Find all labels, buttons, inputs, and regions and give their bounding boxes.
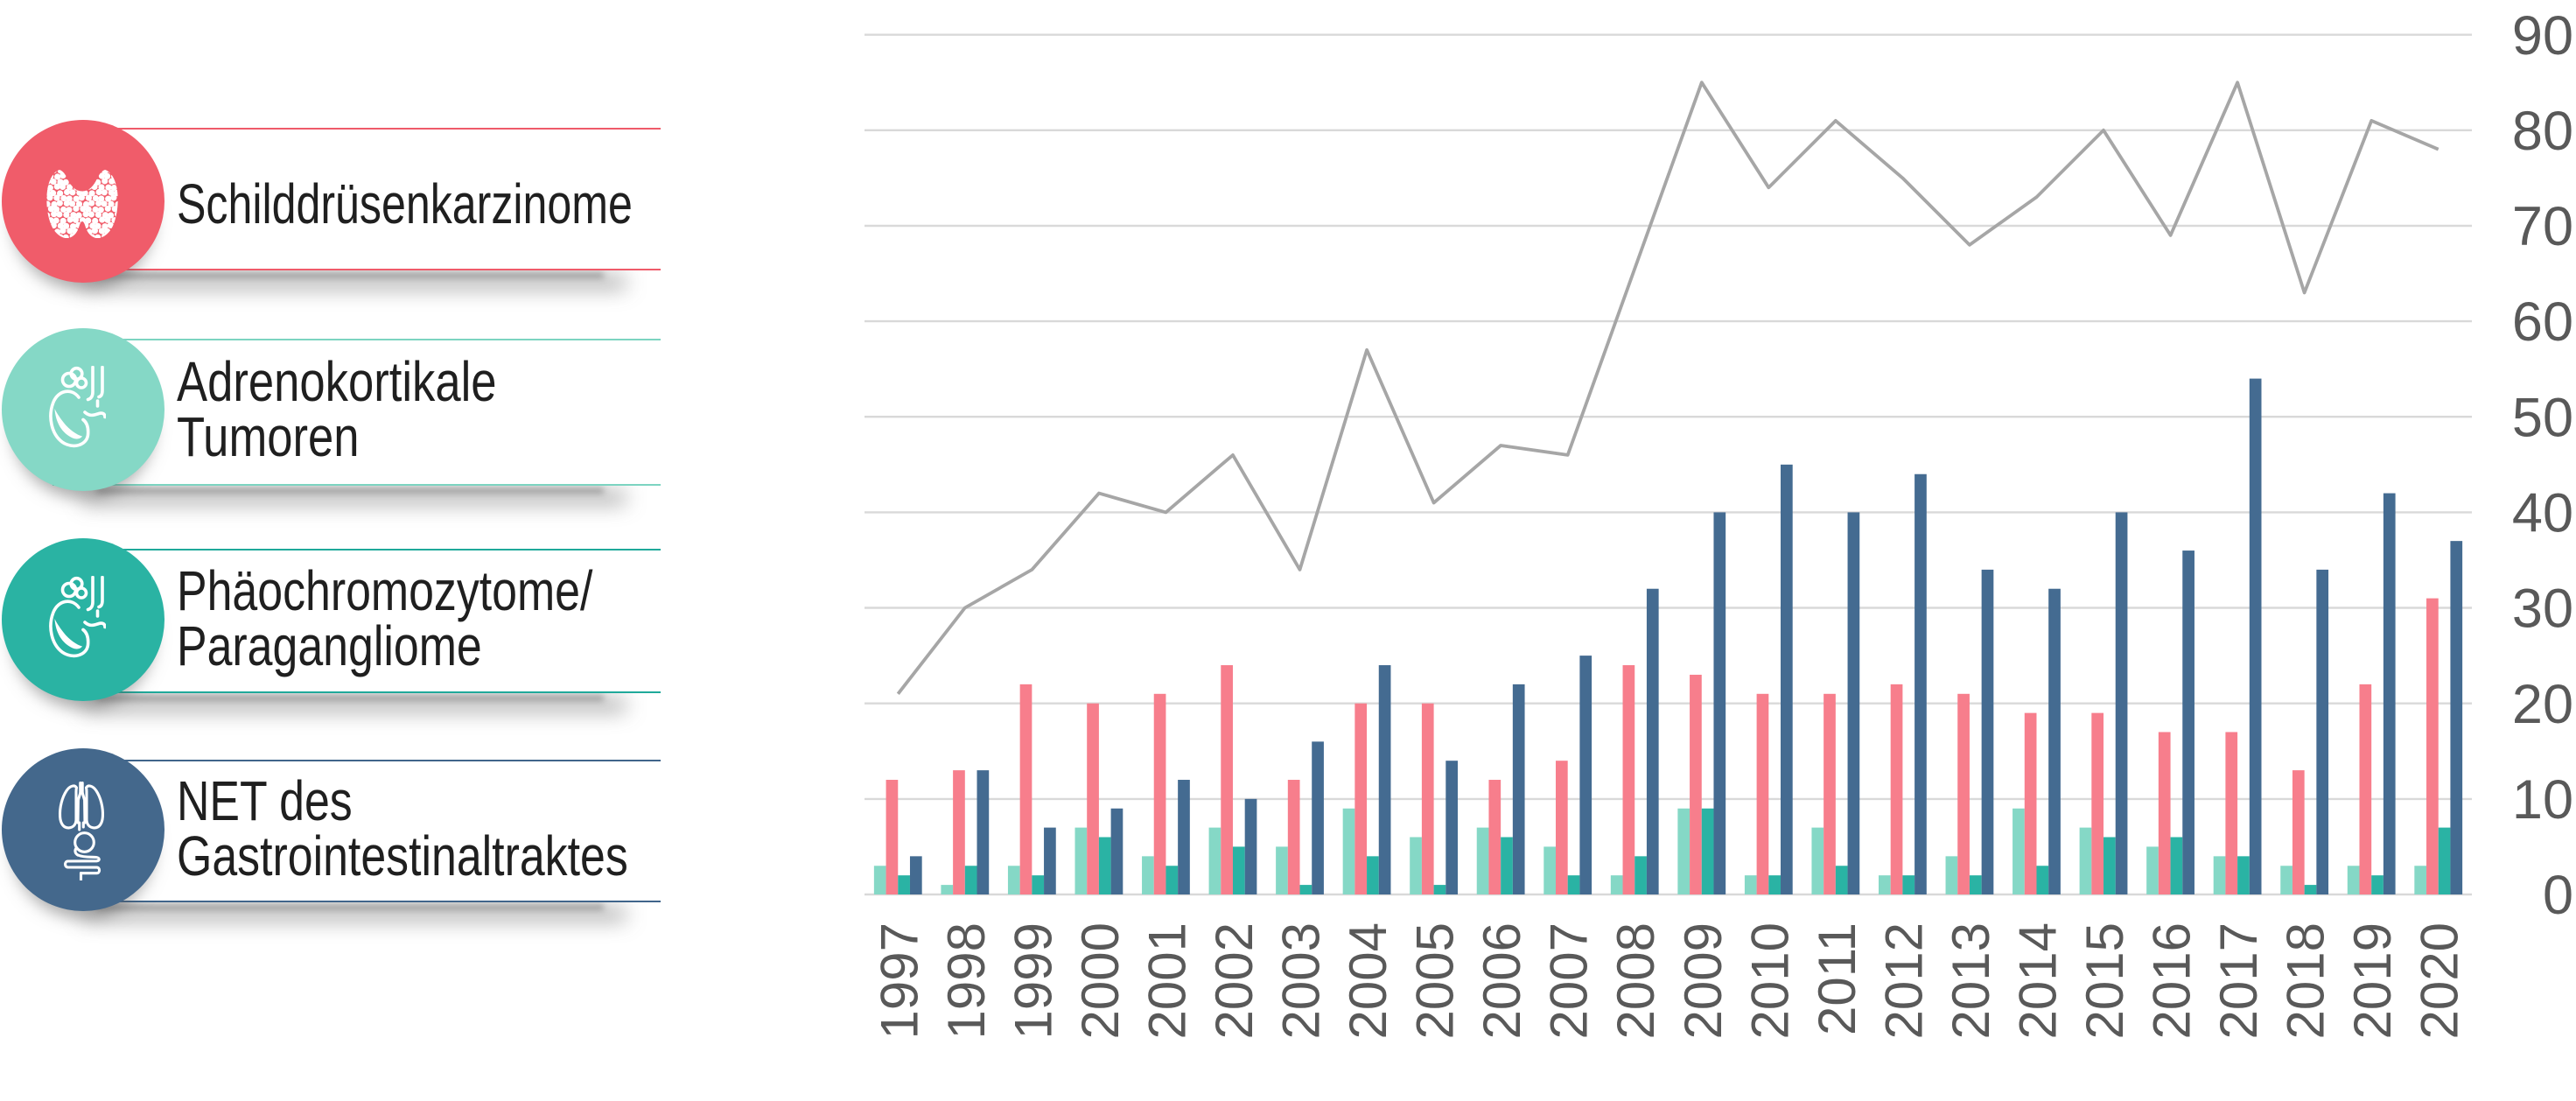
svg-text:2014: 2014: [2009, 922, 2068, 1039]
svg-text:90: 90: [2512, 5, 2573, 67]
svg-text:2019: 2019: [2343, 922, 2402, 1039]
svg-text:2016: 2016: [2143, 922, 2202, 1039]
svg-text:70: 70: [2512, 196, 2573, 257]
svg-text:2007: 2007: [1540, 922, 1599, 1039]
svg-text:80: 80: [2512, 101, 2573, 162]
svg-text:20: 20: [2512, 674, 2573, 735]
svg-text:2013: 2013: [1942, 922, 2000, 1039]
svg-text:2011: 2011: [1808, 922, 1866, 1035]
svg-text:2015: 2015: [2076, 922, 2134, 1039]
svg-text:1998: 1998: [937, 922, 996, 1039]
svg-text:30: 30: [2512, 579, 2573, 640]
svg-text:2012: 2012: [1874, 922, 1933, 1039]
svg-text:2017: 2017: [2209, 922, 2268, 1039]
svg-text:1999: 1999: [1004, 922, 1062, 1039]
svg-text:0: 0: [2543, 865, 2573, 926]
svg-text:2002: 2002: [1205, 922, 1264, 1039]
svg-text:50: 50: [2512, 387, 2573, 448]
svg-text:2020: 2020: [2411, 922, 2469, 1039]
svg-text:2003: 2003: [1272, 922, 1331, 1039]
svg-text:2000: 2000: [1071, 922, 1130, 1039]
svg-text:2008: 2008: [1606, 922, 1665, 1039]
svg-text:10: 10: [2512, 769, 2573, 831]
svg-text:2004: 2004: [1339, 922, 1397, 1039]
svg-text:2006: 2006: [1473, 922, 1531, 1039]
svg-text:2010: 2010: [1740, 922, 1799, 1039]
svg-text:2009: 2009: [1674, 922, 1732, 1039]
svg-text:2018: 2018: [2277, 922, 2335, 1039]
svg-text:2005: 2005: [1406, 922, 1465, 1039]
svg-text:1997: 1997: [870, 922, 928, 1039]
svg-text:40: 40: [2512, 482, 2573, 543]
svg-text:2001: 2001: [1138, 922, 1196, 1039]
svg-text:60: 60: [2512, 291, 2573, 353]
